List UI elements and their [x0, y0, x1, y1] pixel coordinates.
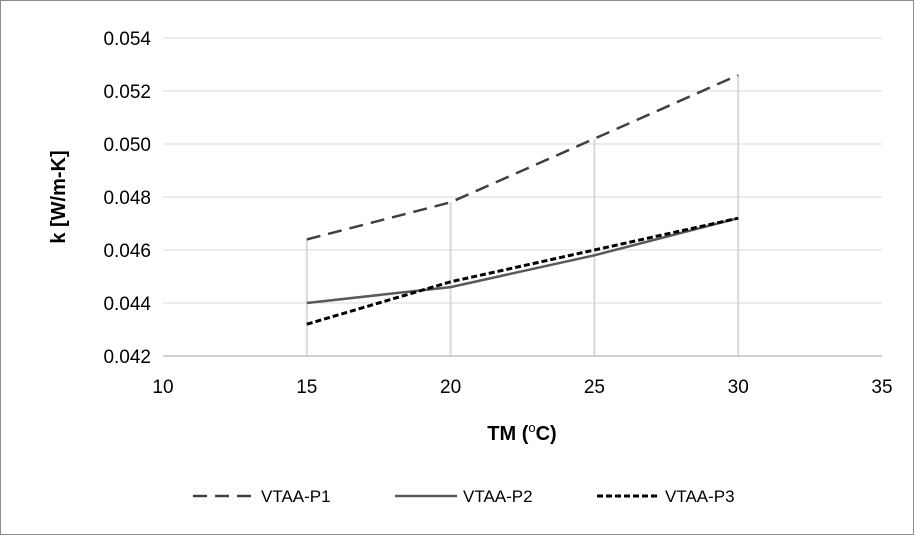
- legend-label-vtaa-p2: VTAA-P2: [463, 487, 533, 506]
- x-tick-label: 30: [728, 377, 749, 398]
- x-tick-label: 15: [296, 377, 317, 398]
- legend-label-vtaa-p1: VTAA-P1: [261, 487, 331, 506]
- tick-labels: 0.042 0.044 0.046 0.048 0.050 0.052 0.054 10 15 2…: [103, 29, 892, 398]
- x-tick-label: 35: [871, 377, 892, 398]
- drop-lines: [305, 75, 740, 356]
- series-lines: [306, 73, 739, 326]
- series-line-vtaa-p1: [306, 73, 739, 241]
- series-line-vtaa-p2: [306, 216, 739, 305]
- x-tick-label: 25: [584, 377, 605, 398]
- x-tick-label: 20: [440, 377, 461, 398]
- y-tick-label: 0.046: [103, 241, 151, 262]
- y-tick-label: 0.050: [103, 135, 151, 156]
- legend-label-vtaa-p3: VTAA-P3: [665, 487, 735, 506]
- series-line-vtaa-p3: [306, 216, 739, 326]
- y-axis-title: k [W/m-K]: [48, 150, 70, 243]
- y-tick-label: 0.054: [103, 29, 151, 50]
- y-tick-label: 0.042: [103, 347, 151, 368]
- legend: VTAA-P1 VTAA-P2 VTAA-P3: [193, 487, 735, 506]
- x-tick-label: 10: [152, 377, 173, 398]
- y-tick-label: 0.052: [103, 82, 151, 103]
- y-tick-label: 0.048: [103, 188, 151, 209]
- gridlines: [163, 37, 882, 304]
- y-tick-label: 0.044: [103, 294, 151, 315]
- x-axis-title: TM (oC): [487, 420, 556, 445]
